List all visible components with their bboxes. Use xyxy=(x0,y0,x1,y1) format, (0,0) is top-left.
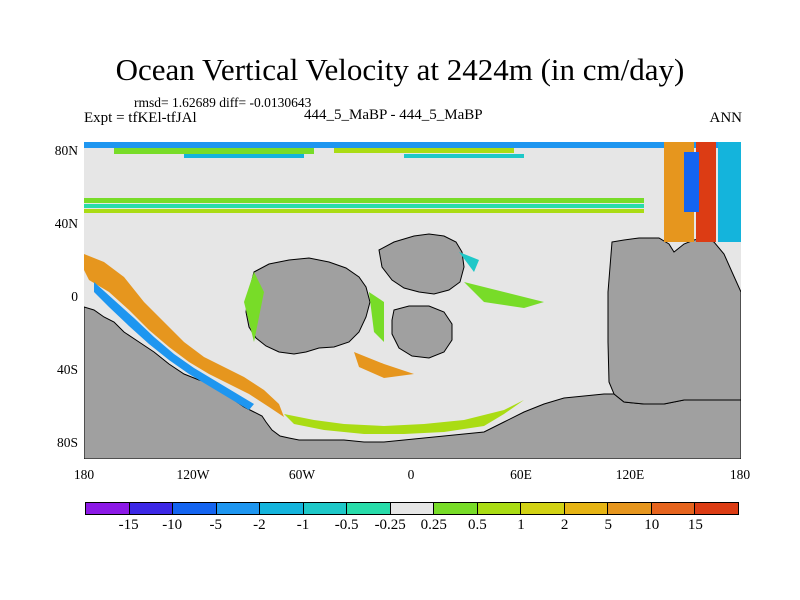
land-center-south xyxy=(391,305,453,359)
colorbar-label: 0.5 xyxy=(468,517,487,533)
colorbar-label: 2 xyxy=(560,517,569,533)
colorbar-swatch xyxy=(303,503,348,514)
colorbar-label: 5 xyxy=(604,517,612,533)
colorbar-label: 0.25 xyxy=(420,517,447,533)
x-tick-label: 60E xyxy=(510,467,532,482)
x-tick-label: 60W xyxy=(288,467,316,482)
colorbar-swatch xyxy=(651,503,696,514)
colorbar-swatch xyxy=(86,503,130,514)
colorbar-label: -5 xyxy=(209,517,223,533)
y-tick-label: 80N xyxy=(54,143,78,158)
colorbar-label: 10 xyxy=(644,517,660,533)
land-east xyxy=(607,237,742,405)
y-tick-label: 0 xyxy=(71,289,78,304)
colorbar-label: 15 xyxy=(687,517,703,533)
y-tick-label: 80S xyxy=(56,435,78,450)
colorbar-label: -0.25 xyxy=(374,517,406,533)
colorbar-label: -15 xyxy=(118,517,139,533)
colorbar-swatch xyxy=(695,503,738,514)
x-tick-label: 180 xyxy=(729,467,751,482)
map-svg xyxy=(83,142,742,460)
colorbar xyxy=(85,502,739,515)
colorbar-swatch xyxy=(216,503,261,514)
case-id-label: 444_5_MaBP - 444_5_MaBP xyxy=(304,107,483,123)
chart-title: Ocean Vertical Velocity at 2424m (in cm/… xyxy=(115,52,685,87)
velocity-anomalies xyxy=(84,142,741,434)
colorbar-swatch xyxy=(129,503,174,514)
y-tick-label: 40N xyxy=(54,216,78,231)
colorbar-label: -2 xyxy=(253,517,266,533)
colorbar-swatch xyxy=(521,503,565,514)
x-tick-label: 0 xyxy=(407,467,415,482)
colorbar-swatch xyxy=(390,503,435,514)
x-tick-label: 120W xyxy=(176,467,210,482)
colorbar-swatch xyxy=(434,503,478,514)
colorbar-swatch xyxy=(347,503,391,514)
land-center-west xyxy=(245,257,371,355)
stats-text: rmsd= 1.62689 diff= -0.0130643 xyxy=(134,95,312,110)
colorbar-label: -0.5 xyxy=(334,517,359,533)
y-tick-label: 40S xyxy=(56,362,78,377)
x-tick-label: 180 xyxy=(73,467,95,482)
colorbar-label: 1 xyxy=(517,517,525,533)
land-center-northeast xyxy=(378,233,465,295)
experiment-label: Expt = tfKEl-tfJAl xyxy=(84,110,197,126)
season-label: ANN xyxy=(709,110,743,126)
colorbar-label: -1 xyxy=(296,517,310,533)
colorbar-swatch xyxy=(608,503,652,514)
colorbar-label: -10 xyxy=(162,517,183,533)
x-tick-label: 120E xyxy=(615,467,645,482)
colorbar-swatch xyxy=(477,503,522,514)
colorbar-swatch xyxy=(260,503,304,514)
colorbar-swatch xyxy=(173,503,217,514)
map-plot xyxy=(83,142,742,460)
colorbar-swatch xyxy=(564,503,609,514)
